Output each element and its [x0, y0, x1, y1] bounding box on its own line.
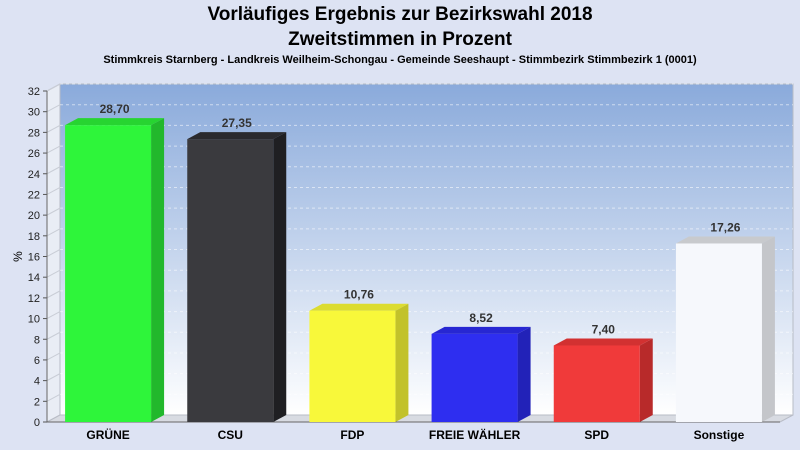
gridline-side [46, 83, 61, 92]
y-tick-label: 2 [34, 396, 40, 408]
gridline-side [46, 124, 61, 133]
gridline-side [46, 393, 61, 402]
bar-top [65, 118, 165, 126]
gridline-side [46, 352, 61, 361]
y-tick-label: 28 [28, 127, 40, 139]
x-tick-label: SPD [584, 428, 609, 442]
y-tick-label: 12 [28, 293, 40, 305]
y-tick-label: 20 [28, 210, 40, 222]
bar-side [395, 303, 409, 422]
gridline-side [46, 373, 61, 382]
bar [431, 333, 518, 422]
gridline-side [46, 331, 61, 340]
x-tick-label: CSU [218, 428, 243, 442]
x-tick-label: Sonstige [694, 428, 745, 442]
gridline-side [46, 269, 61, 278]
y-tick-label: 6 [34, 355, 40, 367]
bar-side [273, 132, 287, 422]
bar-value-label: 8,52 [469, 311, 493, 325]
chart-region-caption: Stimmkreis Starnberg - Landkreis Weilhei… [103, 54, 697, 66]
y-tick-label: 30 [28, 107, 40, 119]
y-tick-label: 4 [34, 376, 40, 388]
chart-subtitle: Zweitstimmen in Prozent [288, 29, 512, 50]
bar [309, 310, 396, 422]
bar-value-label: 28,70 [100, 102, 130, 116]
bar-value-label: 10,76 [344, 288, 374, 302]
gridline-side [46, 104, 61, 113]
gridline-side [46, 311, 61, 320]
bar-side [517, 326, 531, 422]
y-tick-label: 8 [34, 334, 40, 346]
y-tick-label: 0 [34, 417, 40, 429]
bar [553, 345, 640, 422]
bar [65, 125, 152, 423]
gridline-side [46, 186, 61, 195]
gridline-side [46, 228, 61, 237]
bar [675, 243, 762, 422]
y-tick-label: 24 [28, 169, 40, 181]
y-tick-label: 26 [28, 148, 40, 160]
gridline-side [46, 249, 61, 257]
y-tick-label: 22 [28, 189, 40, 201]
bar-side [151, 118, 165, 423]
bar-side [761, 236, 775, 422]
bar-top [309, 303, 409, 311]
bar-value-label: 7,40 [592, 322, 616, 336]
bar-top [553, 338, 653, 346]
x-tick-label: FREIE WÄHLER [429, 427, 521, 442]
bar [187, 139, 274, 422]
y-tick-label: 10 [28, 314, 40, 326]
x-tick-label: GRÜNE [86, 427, 129, 442]
y-tick-label: 32 [28, 86, 40, 98]
bar-top [675, 236, 775, 244]
chart-title: Vorläufiges Ergebnis zur Bezirkswahl 201… [207, 4, 593, 25]
x-tick-label: FDP [340, 428, 364, 442]
y-tick-label: 16 [28, 252, 40, 264]
bar-top [187, 132, 287, 140]
gridline-side [46, 290, 61, 299]
bar-top [431, 326, 531, 334]
gridline-side [46, 166, 61, 175]
gridline-side [46, 145, 61, 154]
bar-value-label: 27,35 [222, 116, 252, 130]
bar-value-label: 17,26 [710, 220, 740, 234]
bar-side [639, 338, 653, 422]
y-tick-label: 18 [28, 231, 40, 243]
y-axis-label: % [11, 251, 25, 262]
gridline-side [46, 207, 61, 216]
y-tick-label: 14 [28, 272, 40, 284]
